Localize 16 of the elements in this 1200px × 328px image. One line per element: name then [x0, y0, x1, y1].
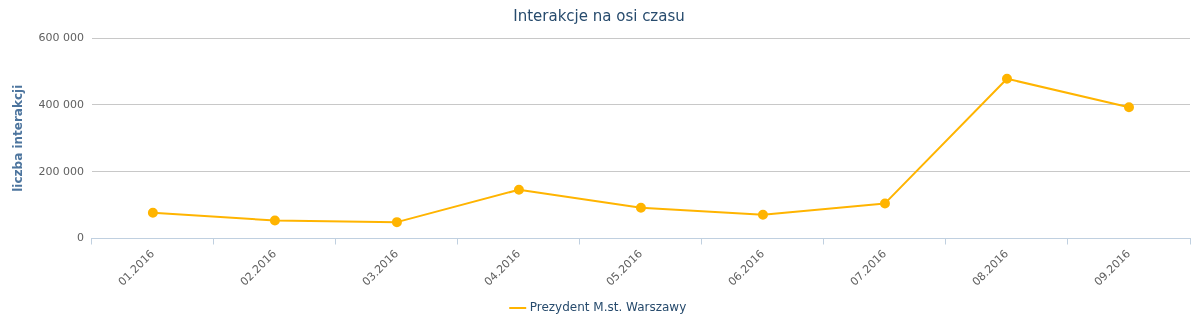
point [513, 184, 524, 195]
y-tick-label: 200 000 [38, 164, 84, 178]
point [269, 215, 280, 226]
point [635, 202, 646, 213]
y-tick-label: 400 000 [38, 97, 84, 111]
legend-label: Prezydent M.st. Warszawy [529, 300, 687, 315]
point [757, 209, 768, 220]
y-tick-label: 600 000 [38, 30, 84, 44]
point [391, 217, 402, 228]
point [1001, 73, 1012, 84]
y-axis-title: liczba interakcji [11, 84, 26, 192]
point [1123, 102, 1134, 113]
chart-title: Interakcje na osi czasu [513, 6, 685, 25]
y-tick-label: 0 [76, 231, 84, 245]
point [879, 198, 890, 209]
point [147, 207, 158, 218]
